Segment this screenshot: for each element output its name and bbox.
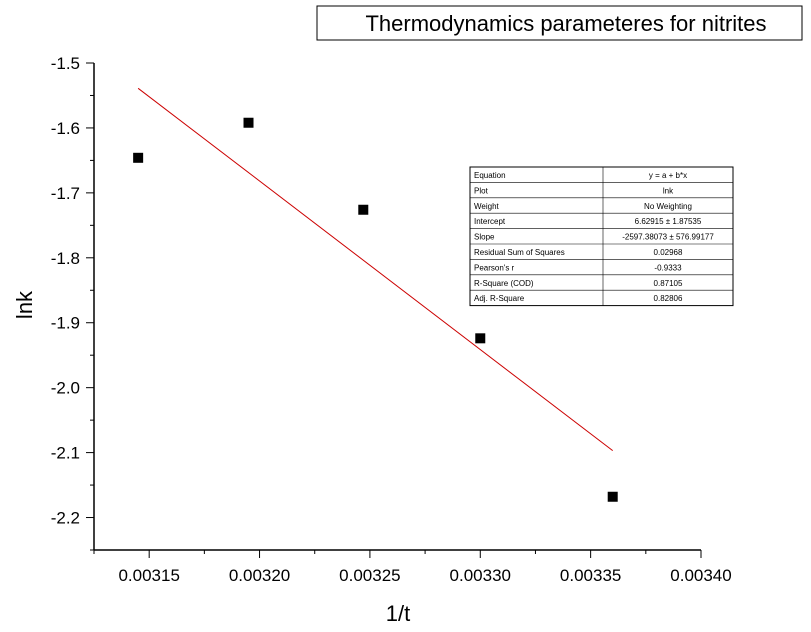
y-axis-title: lnk: [12, 290, 37, 319]
linear-fit-line: [137, 87, 614, 452]
title-frame: [316, 5, 803, 41]
fit-statistics-table: Equation y = a + b*x Plot lnk Weight No Weigh…: [469, 166, 734, 307]
y-tick-label: -1.9: [51, 314, 80, 333]
stats-row-value: 0.82806: [654, 294, 683, 303]
x-tick-label: 0.00335: [560, 566, 621, 585]
y-tick-label: -1.7: [51, 184, 80, 203]
stats-row-label: Adj. R-Square: [474, 294, 525, 303]
axes: -1.5 -1.6 -1.7 -1.8 -1.9 -2.0 -2.1 -2.2 0.00315 0…: [51, 54, 732, 585]
y-tick-label: -1.8: [51, 249, 80, 268]
fit-line-layer: [137, 87, 614, 452]
x-tick-label: 0.00315: [118, 566, 179, 585]
stats-row-label: Weight: [474, 202, 500, 211]
stats-table-frame: [469, 166, 734, 307]
stats-row-label: Equation: [474, 171, 506, 180]
stats-row-label: R-Square (COD): [474, 279, 534, 288]
x-tick-label: 0.00320: [229, 566, 290, 585]
data-point: [243, 117, 254, 128]
x-tick-label: 0.00330: [450, 566, 511, 585]
chart-title-box: Thermodynamics parameteres for nitrites: [316, 5, 803, 41]
stats-row-label: Pearson's r: [474, 263, 515, 272]
y-tick-label: -2.1: [51, 444, 80, 463]
stats-row-value: -2597.38073 ± 576.99177: [622, 233, 714, 242]
stats-row-value: 6.62915 ± 1.87535: [635, 217, 702, 226]
stats-row-value: No Weighting: [644, 202, 692, 211]
data-point: [133, 152, 144, 163]
y-tick-label: -2.0: [51, 379, 80, 398]
chart-title: Thermodynamics parameteres for nitrites: [365, 11, 766, 36]
data-points-layer: [133, 117, 618, 502]
stats-row-value: y = a + b*x: [649, 171, 687, 180]
x-tick-label: 0.00325: [339, 566, 400, 585]
data-point: [358, 204, 369, 215]
y-tick-label: -1.5: [51, 54, 80, 73]
y-tick-label: -2.2: [51, 509, 80, 528]
stats-row-value: lnk: [663, 186, 674, 195]
stats-row-value: -0.9333: [654, 263, 682, 272]
stats-row-label: Intercept: [474, 217, 506, 226]
data-point: [607, 491, 618, 502]
data-point: [475, 333, 486, 344]
stats-row-value: 0.02968: [654, 248, 683, 257]
y-tick-label: -1.6: [51, 119, 80, 138]
stats-row-label: Residual Sum of Squares: [474, 248, 565, 257]
stats-row-value: 0.87105: [654, 279, 683, 288]
x-axis-title: 1/t: [386, 601, 410, 626]
x-tick-label: 0.00340: [670, 566, 731, 585]
stats-row-label: Plot: [474, 186, 489, 195]
stats-row-label: Slope: [474, 233, 495, 242]
